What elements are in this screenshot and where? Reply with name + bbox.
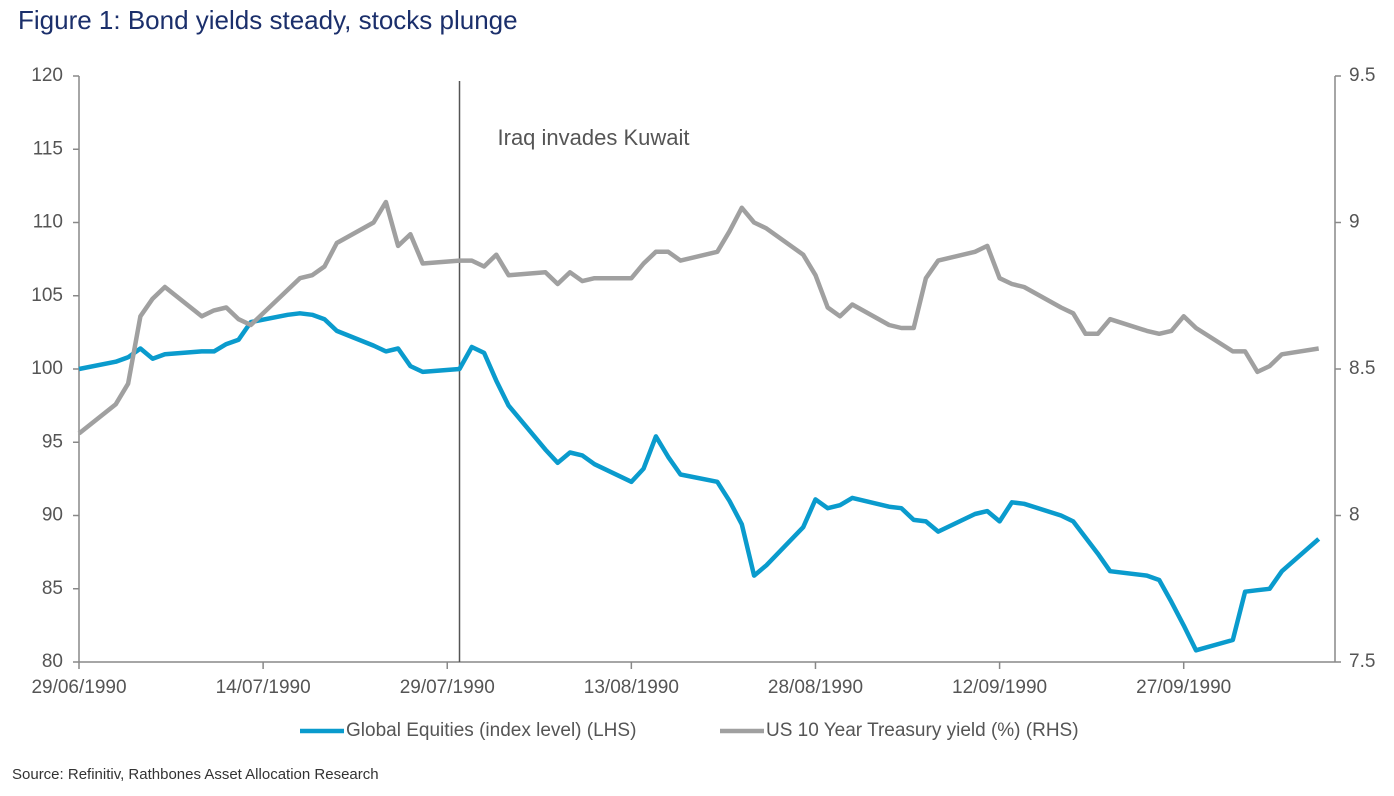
legend-label: US 10 Year Treasury yield (%) (RHS) bbox=[766, 720, 1079, 741]
x-tick-label: 13/08/1990 bbox=[584, 677, 679, 698]
y2-tick-label: 9.5 bbox=[1349, 65, 1375, 86]
y2-tick-label: 8 bbox=[1349, 505, 1360, 526]
series-line bbox=[78, 311, 1321, 653]
y-tick-label: 110 bbox=[33, 212, 63, 233]
y-tick-label: 115 bbox=[33, 138, 63, 159]
y2-tick-label: 9 bbox=[1349, 212, 1360, 233]
x-tick-label: 12/09/1990 bbox=[952, 677, 1047, 698]
legend-label: Global Equities (index level) (LHS) bbox=[346, 720, 636, 741]
x-tick-label: 14/07/1990 bbox=[216, 677, 311, 698]
source-note: Source: Refinitiv, Rathbones Asset Alloc… bbox=[12, 766, 379, 783]
chart-title: Figure 1: Bond yields steady, stocks plu… bbox=[18, 5, 518, 35]
y-tick-label: 105 bbox=[31, 285, 63, 306]
y-tick-label: 85 bbox=[42, 578, 63, 599]
y-tick-label: 120 bbox=[31, 65, 63, 86]
x-tick-label: 28/08/1990 bbox=[768, 677, 863, 698]
y2-tick-label: 7.5 bbox=[1349, 651, 1375, 672]
series-line bbox=[77, 199, 1320, 436]
y-tick-label: 95 bbox=[42, 431, 63, 452]
y-tick-label: 80 bbox=[42, 651, 63, 672]
y2-tick-label: 8.5 bbox=[1349, 358, 1375, 379]
y-tick-label: 100 bbox=[31, 358, 63, 379]
x-tick-label: 29/07/1990 bbox=[400, 677, 495, 698]
x-tick-label: 29/06/1990 bbox=[31, 677, 126, 698]
x-tick-label: 27/09/1990 bbox=[1136, 677, 1231, 698]
annotation: Iraq invades Kuwait bbox=[498, 125, 690, 150]
y-tick-label: 90 bbox=[42, 505, 63, 526]
